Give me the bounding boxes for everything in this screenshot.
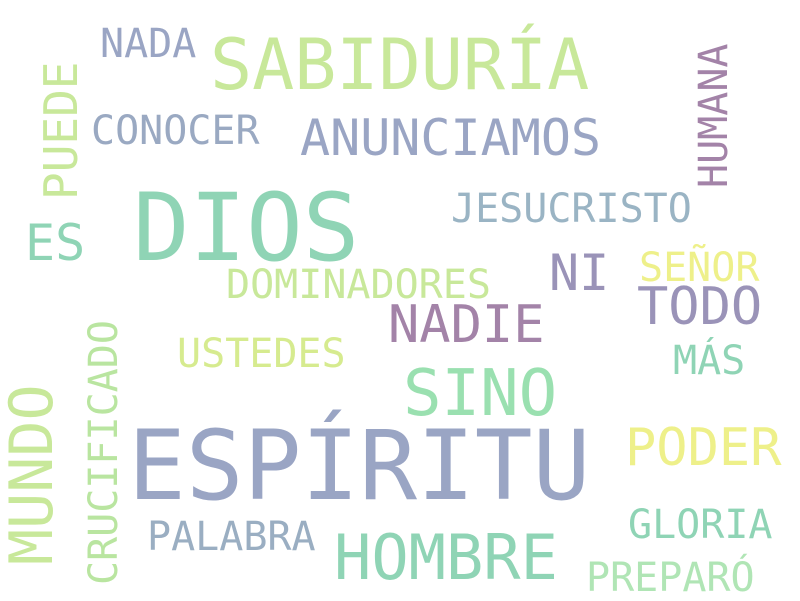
word-hombre: HOMBRE xyxy=(334,521,558,594)
word-es: ES xyxy=(25,214,86,272)
word-ni: NI xyxy=(549,244,610,302)
word-senor: SEÑOR xyxy=(639,245,760,291)
word-jesucristo: JESUCRISTO xyxy=(451,186,692,232)
word-gloria: GLORIA xyxy=(628,502,773,548)
word-palabra: PALABRA xyxy=(147,514,316,560)
word-dios: DIOS xyxy=(133,174,360,283)
word-anunciamos: ANUNCIAMOS xyxy=(300,109,602,167)
word-dominadores: DOMINADORES xyxy=(226,262,491,308)
word-humana: HUMANA xyxy=(691,43,737,189)
word-todo: TODO xyxy=(637,277,763,337)
word-conocer: CONOCER xyxy=(91,108,260,154)
word-nada: NADA xyxy=(100,21,197,67)
word-mundo: MUNDO xyxy=(0,384,67,565)
word-mas: MÁS xyxy=(673,338,746,384)
word-espiritu: ESPÍRITU xyxy=(128,410,591,522)
word-poder: PODER xyxy=(625,418,782,478)
word-sabiduria: SABIDURÍA xyxy=(210,24,590,106)
word-preparo: PREPARÓ xyxy=(586,555,755,601)
word-puede: PUEDE xyxy=(34,61,88,200)
word-crucificado: CRUCIFICADO xyxy=(81,320,127,585)
word-nadie: NADIE xyxy=(388,295,545,355)
word-sino: SINO xyxy=(403,357,558,431)
word-ustedes: USTEDES xyxy=(177,331,346,377)
